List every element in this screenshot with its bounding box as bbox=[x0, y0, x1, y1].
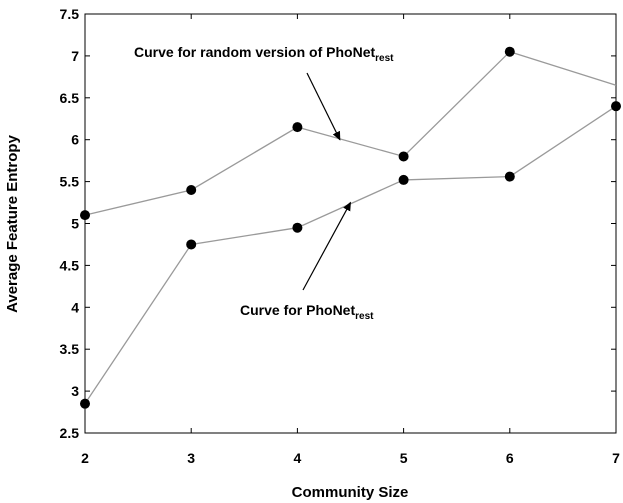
annotation-phonet: Curve for PhoNetrest bbox=[240, 201, 374, 322]
y-tick-label: 5.5 bbox=[60, 174, 80, 190]
x-axis-ticks: 2 3 4 5 6 7 bbox=[81, 14, 620, 466]
svg-text:Curve for PhoNetrest: Curve for PhoNetrest bbox=[240, 302, 374, 322]
x-tick-label: 2 bbox=[81, 450, 89, 466]
x-axis-title: Community Size bbox=[292, 484, 409, 501]
y-tick-label: 7 bbox=[71, 48, 79, 64]
x-tick-label: 3 bbox=[187, 450, 195, 466]
series-1-point bbox=[186, 239, 197, 250]
y-tick-label: 4.5 bbox=[60, 257, 80, 273]
y-tick-label: 7.5 bbox=[60, 6, 80, 22]
annotation-random-sub: rest bbox=[375, 53, 394, 64]
x-tick-label: 5 bbox=[400, 450, 408, 466]
series-1-point bbox=[611, 101, 621, 112]
series-1-point bbox=[80, 398, 90, 409]
series-0-line bbox=[84, 50, 617, 216]
series-0-point bbox=[504, 46, 515, 57]
annotation-phonet-sub: rest bbox=[355, 311, 374, 322]
annotation-phonet-arrow bbox=[302, 201, 352, 291]
y-tick-label: 6 bbox=[71, 132, 79, 148]
y-tick-label: 5 bbox=[71, 216, 79, 232]
x-tick-label: 7 bbox=[612, 450, 620, 466]
annotation-random-arrow bbox=[306, 72, 341, 141]
series-1-point bbox=[292, 222, 303, 233]
plot-frame bbox=[84, 13, 617, 434]
y-tick-label: 4 bbox=[71, 299, 79, 315]
y-axis-title: Average Feature Entropy bbox=[4, 134, 21, 312]
series-0-point bbox=[398, 151, 409, 162]
series-1-point bbox=[398, 174, 409, 185]
x-tick-label: 6 bbox=[506, 450, 514, 466]
y-tick-label: 2.5 bbox=[60, 425, 80, 441]
x-tick-label: 4 bbox=[294, 450, 302, 466]
y-tick-label: 6.5 bbox=[60, 90, 80, 106]
y-tick-label: 3 bbox=[71, 383, 79, 399]
series-0-point bbox=[80, 210, 90, 221]
series-0-point bbox=[292, 122, 303, 133]
annotation-random: Curve for random version of PhoNetrest bbox=[134, 44, 394, 141]
annotation-random-main: Curve for random version of PhoNet bbox=[134, 44, 375, 60]
series-0-point bbox=[186, 184, 197, 195]
svg-text:Curve for random version of Ph: Curve for random version of PhoNetrest bbox=[134, 44, 394, 64]
y-axis-ticks: 2.5 3 3.5 4 4.5 5 5.5 6 6.5 7 7.5 bbox=[60, 6, 616, 441]
y-tick-label: 3.5 bbox=[60, 341, 80, 357]
annotation-phonet-main: Curve for PhoNet bbox=[240, 302, 355, 318]
series-1-point bbox=[504, 171, 515, 182]
series-lines bbox=[84, 50, 617, 405]
series-1-line bbox=[84, 105, 617, 405]
series-markers bbox=[80, 46, 621, 409]
